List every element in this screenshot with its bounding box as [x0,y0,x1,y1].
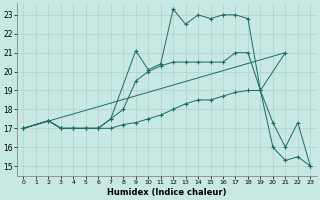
X-axis label: Humidex (Indice chaleur): Humidex (Indice chaleur) [107,188,227,197]
